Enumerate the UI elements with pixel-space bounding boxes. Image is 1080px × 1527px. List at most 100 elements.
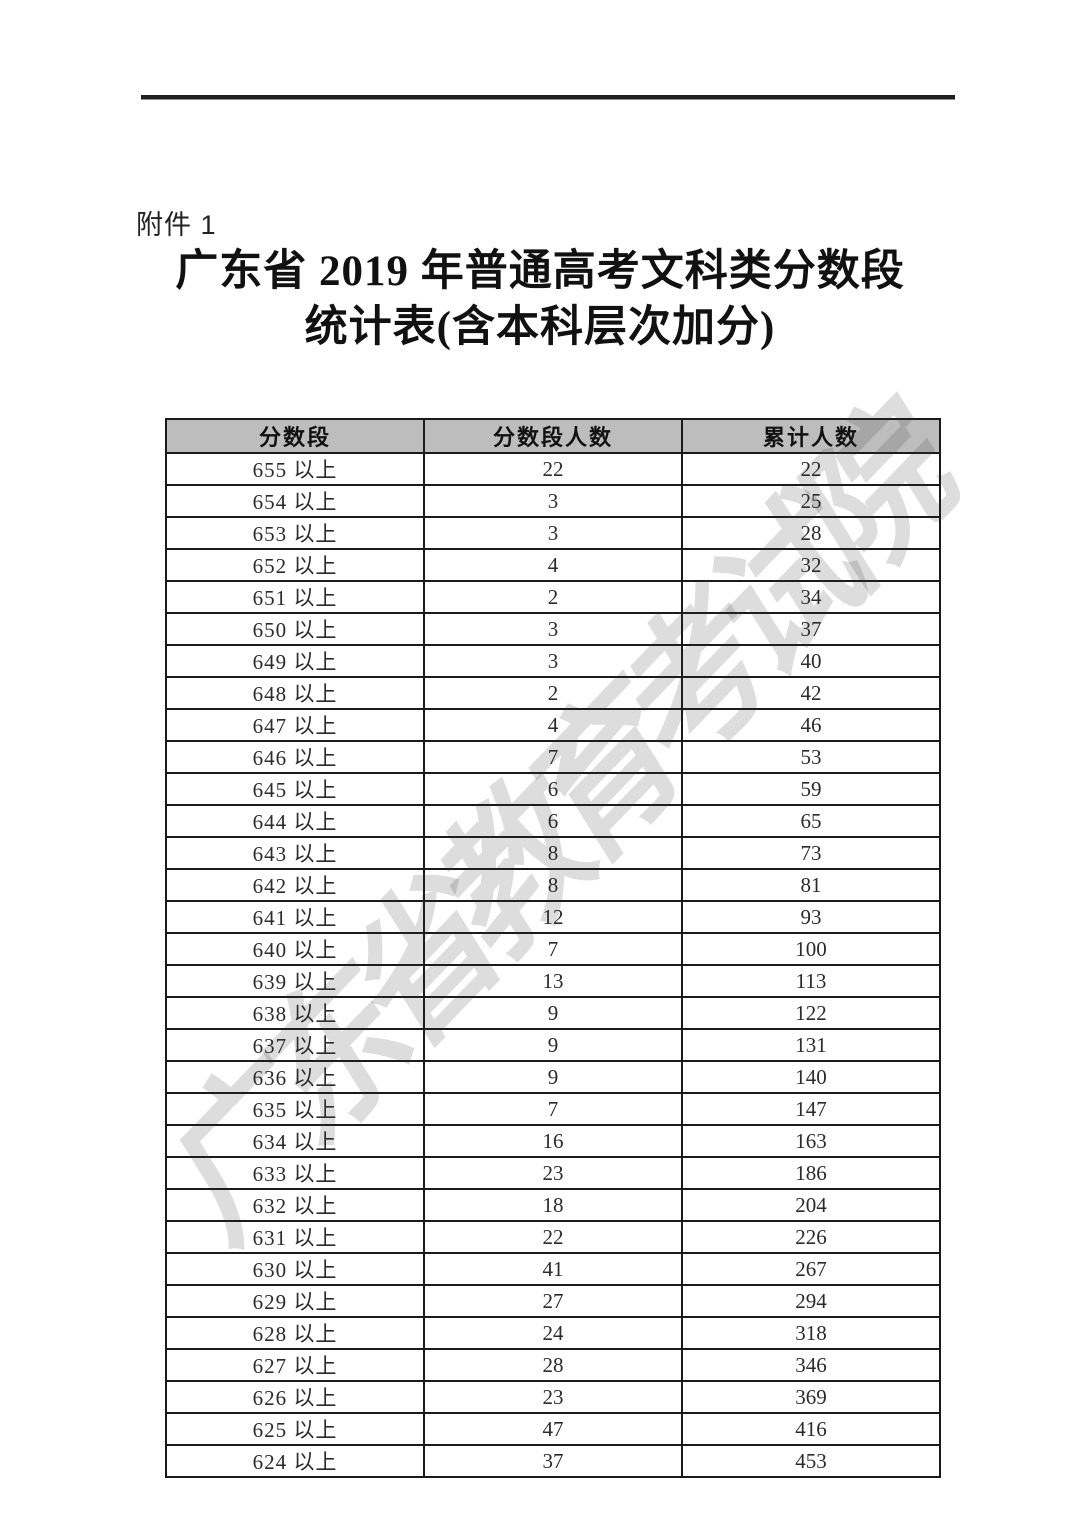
table-cell: 640 以上 (165, 932, 425, 966)
table-row: 642 以上 8 81 (165, 868, 941, 902)
table-cell: 9 (423, 1060, 683, 1094)
table-cell: 8 (423, 836, 683, 870)
table-cell: 3 (423, 516, 683, 550)
table-row: 631 以上 22 226 (165, 1220, 941, 1254)
table-cell: 22 (423, 452, 683, 486)
table-cell: 318 (681, 1316, 941, 1350)
table-row: 632 以上 18 204 (165, 1188, 941, 1222)
table-cell: 226 (681, 1220, 941, 1254)
table-cell: 636 以上 (165, 1060, 425, 1094)
table-row: 641 以上 12 93 (165, 900, 941, 934)
table-cell: 644 以上 (165, 804, 425, 838)
table-cell: 652 以上 (165, 548, 425, 582)
table-row: 651 以上 2 34 (165, 580, 941, 614)
table-cell: 648 以上 (165, 676, 425, 710)
table-cell: 6 (423, 804, 683, 838)
table-cell: 42 (681, 676, 941, 710)
table-cell: 630 以上 (165, 1252, 425, 1286)
table-cell: 131 (681, 1028, 941, 1062)
table-cell: 113 (681, 964, 941, 998)
table-row: 644 以上 6 65 (165, 804, 941, 838)
column-header-range-count: 分数段人数 (423, 418, 683, 454)
table-cell: 639 以上 (165, 964, 425, 998)
table-cell: 28 (423, 1348, 683, 1382)
table-row: 643 以上 8 73 (165, 836, 941, 870)
table-cell: 2 (423, 580, 683, 614)
table-cell: 628 以上 (165, 1316, 425, 1350)
table-cell: 627 以上 (165, 1348, 425, 1382)
table-cell: 23 (423, 1380, 683, 1414)
attachment-label: 附件 1 (136, 210, 217, 240)
table-cell: 24 (423, 1316, 683, 1350)
page-title: 广东省 2019 年普通高考文科类分数段 统计表(含本科层次加分) (0, 244, 1080, 356)
table-cell: 624 以上 (165, 1444, 425, 1478)
table-row: 653 以上 3 28 (165, 516, 941, 550)
table-row: 628 以上 24 318 (165, 1316, 941, 1350)
column-header-score-range: 分数段 (165, 418, 425, 454)
table-row: 624 以上 37 453 (165, 1444, 941, 1478)
table-cell: 626 以上 (165, 1380, 425, 1414)
table-cell: 642 以上 (165, 868, 425, 902)
header-rule (141, 95, 955, 100)
table-cell: 346 (681, 1348, 941, 1382)
table-cell: 122 (681, 996, 941, 1030)
table-row: 630 以上 41 267 (165, 1252, 941, 1286)
table-cell: 294 (681, 1284, 941, 1318)
table-cell: 4 (423, 548, 683, 582)
table-cell: 453 (681, 1444, 941, 1478)
table-cell: 186 (681, 1156, 941, 1190)
table-row: 654 以上 3 25 (165, 484, 941, 518)
table-body: 655 以上 22 22 654 以上 3 25 653 以上 3 28 652 以上 4 32 651… (165, 452, 941, 1478)
table-row: 636 以上 9 140 (165, 1060, 941, 1094)
table-cell: 650 以上 (165, 612, 425, 646)
table-cell: 651 以上 (165, 580, 425, 614)
table-cell: 93 (681, 900, 941, 934)
table-cell: 34 (681, 580, 941, 614)
table-cell: 2 (423, 676, 683, 710)
table-cell: 7 (423, 1092, 683, 1126)
table-cell: 654 以上 (165, 484, 425, 518)
table-cell: 53 (681, 740, 941, 774)
table-row: 645 以上 6 59 (165, 772, 941, 806)
table-row: 646 以上 7 53 (165, 740, 941, 774)
table-cell: 204 (681, 1188, 941, 1222)
table-cell: 22 (681, 452, 941, 486)
table-cell: 40 (681, 644, 941, 678)
table-cell: 65 (681, 804, 941, 838)
table-cell: 631 以上 (165, 1220, 425, 1254)
table-cell: 3 (423, 644, 683, 678)
table-row: 655 以上 22 22 (165, 452, 941, 486)
table-cell: 16 (423, 1124, 683, 1158)
table-cell: 9 (423, 996, 683, 1030)
table-cell: 25 (681, 484, 941, 518)
table-row: 629 以上 27 294 (165, 1284, 941, 1318)
table-row: 634 以上 16 163 (165, 1124, 941, 1158)
table-row: 638 以上 9 122 (165, 996, 941, 1030)
table-cell: 641 以上 (165, 900, 425, 934)
table-row: 633 以上 23 186 (165, 1156, 941, 1190)
table-cell: 41 (423, 1252, 683, 1286)
table-cell: 643 以上 (165, 836, 425, 870)
table-cell: 59 (681, 772, 941, 806)
table-cell: 27 (423, 1284, 683, 1318)
column-header-cumulative-count: 累计人数 (681, 418, 941, 454)
table-cell: 100 (681, 932, 941, 966)
table-row: 635 以上 7 147 (165, 1092, 941, 1126)
table-header: 分数段 分数段人数 累计人数 (165, 418, 941, 454)
page-title-line2: 统计表(含本科层次加分) (304, 304, 776, 351)
table-row: 650 以上 3 37 (165, 612, 941, 646)
table-cell: 9 (423, 1028, 683, 1062)
table-cell: 13 (423, 964, 683, 998)
score-distribution-table: 分数段 分数段人数 累计人数 655 以上 22 22 654 以上 3 25 653 以上… (165, 418, 941, 1478)
table-cell: 632 以上 (165, 1188, 425, 1222)
table-cell: 12 (423, 900, 683, 934)
table-cell: 6 (423, 772, 683, 806)
table-cell: 73 (681, 836, 941, 870)
table-row: 649 以上 3 40 (165, 644, 941, 678)
table-cell: 8 (423, 868, 683, 902)
table-cell: 28 (681, 516, 941, 550)
table-cell: 625 以上 (165, 1412, 425, 1446)
table-cell: 18 (423, 1188, 683, 1222)
table-cell: 638 以上 (165, 996, 425, 1030)
table-cell: 3 (423, 612, 683, 646)
